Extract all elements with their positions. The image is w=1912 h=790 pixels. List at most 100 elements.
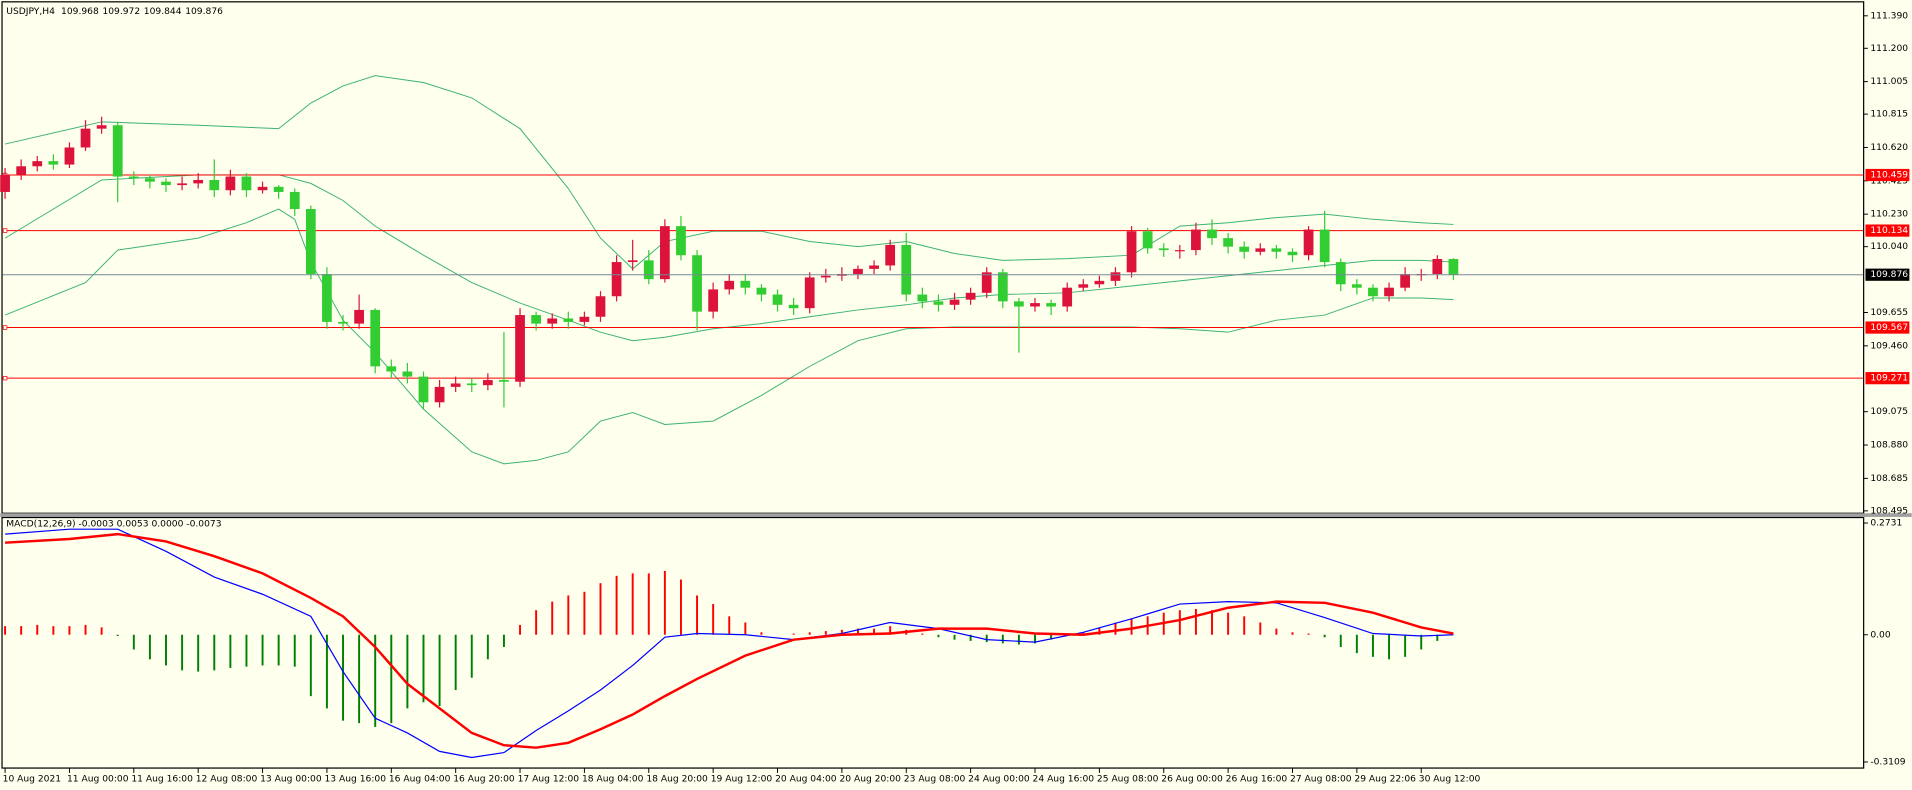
band-upper (4, 75, 1454, 270)
candle-body (692, 255, 702, 312)
candle-body (177, 183, 187, 186)
y-tick-label: 110.230 (1870, 210, 1908, 220)
indicator-label: MACD(12,26,9) -0.0003 0.0053 0.0000 -0.0… (6, 520, 221, 530)
y-tick-label: 110.620 (1870, 143, 1908, 153)
last-price-label: 109.876 (1870, 270, 1908, 280)
y-tick-label: 109.075 (1870, 407, 1908, 417)
candle-body (1046, 303, 1056, 307)
x-tick-label: 26 Aug 00:00 (1161, 775, 1223, 785)
level-label: 110.134 (1870, 226, 1908, 236)
candle-body (273, 186, 284, 192)
candle-body (804, 277, 815, 309)
candle-body (48, 161, 59, 165)
candle-body (659, 226, 670, 280)
candle-body (128, 176, 139, 179)
candle-body (981, 272, 992, 293)
y-tick-label: 110.040 (1870, 242, 1908, 252)
level-tag (1865, 372, 1910, 385)
candle-body (64, 147, 75, 165)
y-tick-label: 108.495 (1870, 506, 1908, 516)
y-tick-label: 109.655 (1870, 308, 1908, 318)
x-tick-label: 12 Aug 08:00 (196, 775, 258, 785)
x-tick-label: 16 Aug 20:00 (453, 775, 515, 785)
candle-body (1030, 303, 1040, 307)
candle-body (96, 125, 107, 129)
y-tick-label: 110.815 (1870, 110, 1908, 120)
level-tag (1865, 321, 1910, 334)
candle-body (515, 315, 525, 382)
x-tick-label: 29 Aug 22:06 (1354, 775, 1416, 785)
candle-body (1287, 251, 1298, 256)
candle-body (853, 268, 863, 275)
candle-body (643, 260, 654, 280)
candle-body (1432, 258, 1443, 275)
candle-body (965, 292, 976, 300)
candle-body (1191, 229, 1201, 251)
x-tick-label: 24 Aug 16:00 (1033, 775, 1095, 785)
candle-body (386, 366, 397, 372)
indicator-line (5, 532, 1454, 749)
y-tick-label: 0.2731 (1870, 519, 1902, 529)
x-tick-label: 18 Aug 20:00 (646, 775, 708, 785)
x-tick-label: 17 Aug 12:00 (518, 775, 580, 785)
candle-body (16, 166, 27, 175)
candle-body (289, 191, 300, 210)
x-tick-label: 20 Aug 20:00 (839, 775, 901, 785)
candle-body (724, 280, 735, 290)
candle-body (917, 294, 928, 302)
header-high: 109.972 (102, 6, 140, 16)
x-tick-label: 13 Aug 00:00 (260, 775, 322, 785)
y-tick-label: 110.425 (1870, 176, 1908, 186)
candle-body (225, 176, 236, 191)
candle-body (1384, 287, 1394, 297)
candle-body (0, 174, 10, 192)
symbol: USDJPY,H4 (6, 6, 55, 16)
candle-body (1368, 287, 1378, 297)
candle-body (434, 386, 445, 403)
candle-body (740, 280, 751, 288)
x-tick-label: 10 Aug 2021 (3, 775, 61, 785)
x-tick-label: 11 Aug 00:00 (67, 775, 129, 785)
indicator-panel (1, 516, 1865, 769)
candle-body (1255, 248, 1266, 252)
candle-body (772, 294, 783, 305)
indicator-line (5, 528, 1454, 759)
level-label: 110.459 (1870, 171, 1908, 181)
candle-body (466, 383, 477, 386)
candle-body (1303, 229, 1314, 256)
x-tick-label: 25 Aug 08:00 (1097, 775, 1159, 785)
x-tick-label: 26 Aug 16:00 (1226, 775, 1288, 785)
x-tick-label: 11 Aug 16:00 (131, 775, 193, 785)
candle-body (756, 287, 767, 295)
candle-body (869, 265, 879, 269)
x-tick-label: 16 Aug 04:00 (389, 775, 451, 785)
candle-body (1094, 280, 1105, 285)
candle-body (1062, 287, 1073, 307)
candle-body (627, 260, 638, 263)
candle-body (595, 296, 606, 317)
candle-body (611, 262, 622, 297)
candle-body (1110, 272, 1121, 281)
candle-body (1271, 248, 1282, 252)
candle-body (885, 244, 896, 266)
header-low: 109.844 (144, 6, 182, 16)
candle-body (997, 272, 1008, 302)
candle-body (579, 316, 590, 322)
band-lower (4, 208, 1454, 465)
candle-body (547, 318, 558, 324)
x-tick-label: 24 Aug 00:00 (968, 775, 1030, 785)
x-tick-label: 27 Aug 08:00 (1290, 775, 1352, 785)
candle-body (1014, 301, 1024, 307)
x-tick-label: 18 Aug 04:00 (582, 775, 644, 785)
level-label: 109.271 (1870, 374, 1908, 384)
header-close: 109.876 (185, 6, 223, 16)
last-price-tag (1865, 268, 1910, 281)
panel-separator (0, 513, 1912, 517)
candle-body (322, 274, 332, 322)
candle-body (1158, 248, 1169, 251)
candle-body (193, 179, 204, 184)
x-tick-label: 30 Aug 12:00 (1419, 775, 1481, 785)
